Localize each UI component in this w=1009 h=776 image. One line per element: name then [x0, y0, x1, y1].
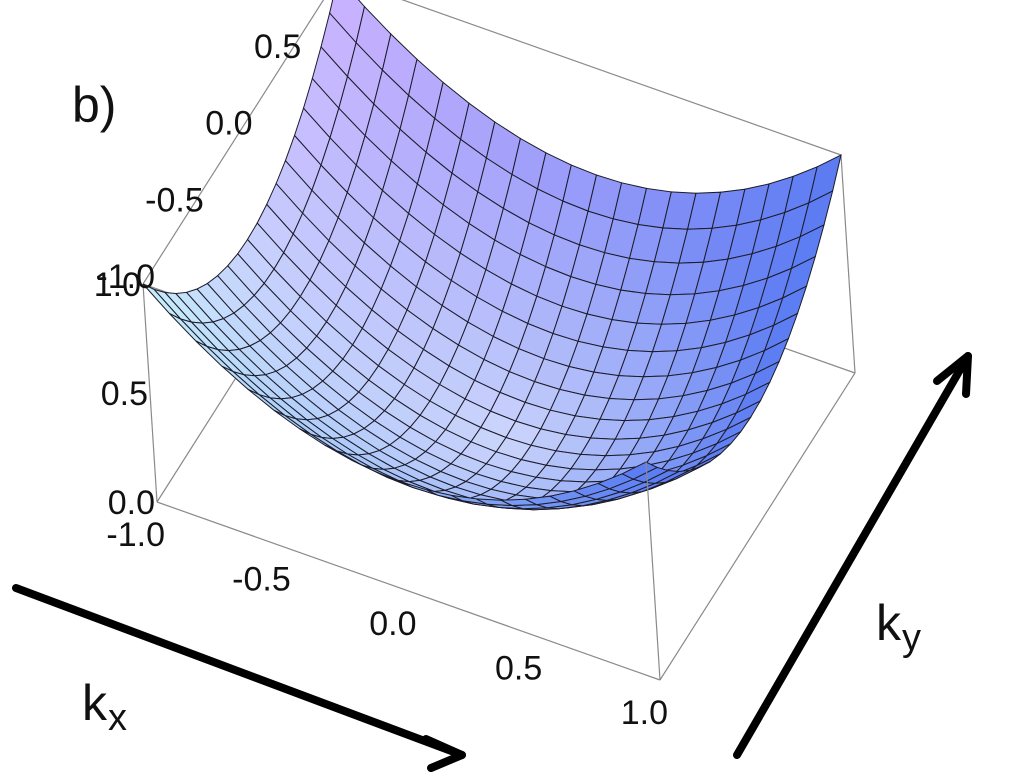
box-edge: [142, 283, 158, 503]
x-tick-label: -0.5: [232, 561, 291, 599]
z-tick-label: 0.5: [101, 375, 148, 413]
bounding-box-front: [645, 461, 661, 681]
kx-axis-label: kx: [82, 675, 127, 739]
box-edge: [645, 461, 661, 681]
x-tick-label: 0.5: [495, 650, 542, 688]
x-tick-label: 1.0: [621, 694, 668, 732]
z-tick-label: 0.0: [108, 484, 155, 522]
box-edge: [659, 372, 856, 681]
x-tick-label: 0.0: [369, 605, 416, 643]
y-tick-label: -1.0: [96, 258, 155, 296]
box-edge: [840, 154, 856, 374]
box-edge: [401, 0, 842, 156]
box-edge: [156, 501, 661, 681]
x-tick-label: -1.0: [106, 516, 165, 554]
tick-labels: -1.0-0.50.00.51.0-1.0-0.50.00.51.00.00.5…: [94, 28, 668, 732]
y-tick-label: -0.5: [145, 181, 204, 219]
surface-patch: [621, 461, 659, 480]
ky-axis-label: ky: [876, 595, 921, 659]
ky-arrow: [733, 352, 972, 759]
z-tick-label: 1.0: [94, 266, 141, 304]
kx-arrow: [12, 584, 466, 772]
y-tick-label: 0.5: [254, 28, 301, 66]
y-tick-label: 0.0: [205, 105, 252, 143]
panel-label: b): [72, 77, 116, 133]
surface-mesh: [142, 0, 842, 511]
box-edge: [142, 0, 325, 285]
